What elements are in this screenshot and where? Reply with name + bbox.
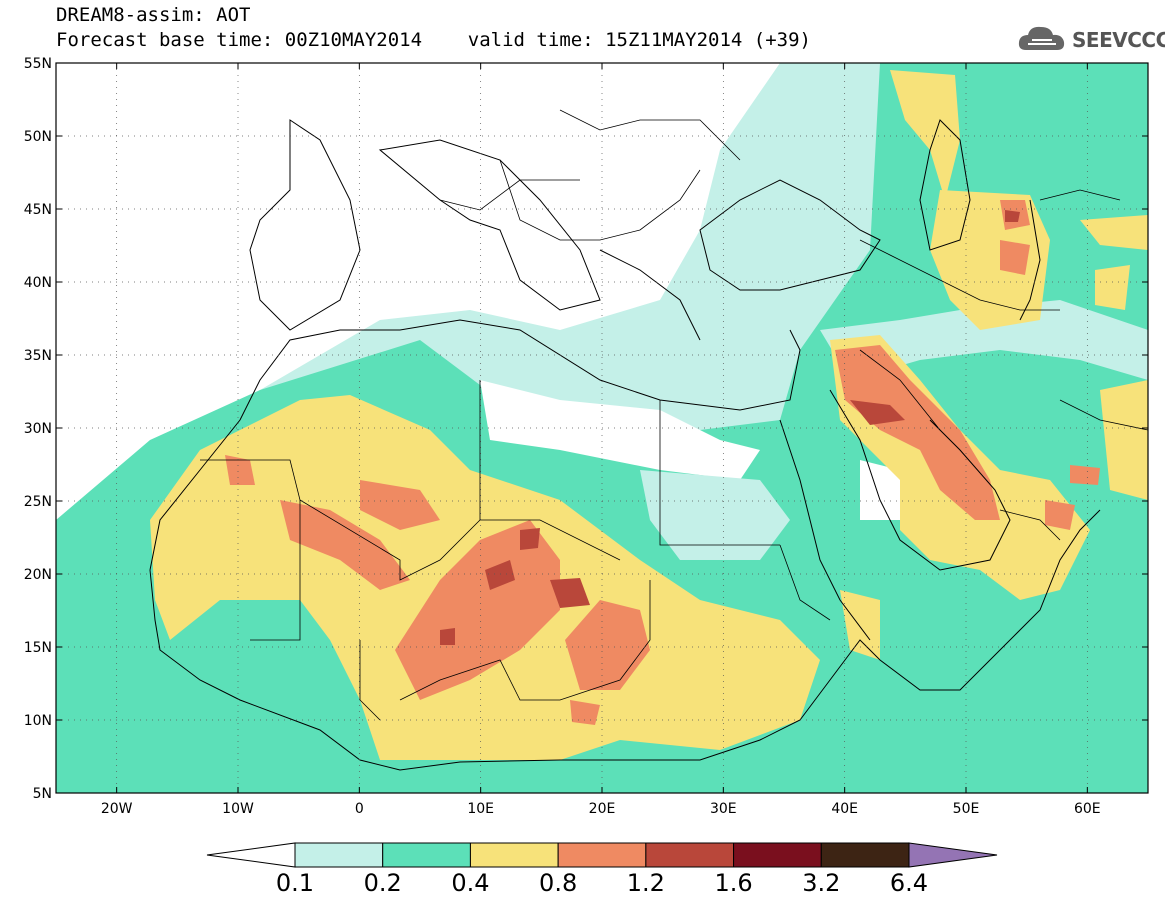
- lat-tick-label: 30N: [24, 421, 52, 437]
- colorbar-label: 6.4: [890, 869, 928, 897]
- colorbar: 0.1 0.2 0.4 0.8 1.2 1.6 3.2 6.4: [206, 842, 998, 897]
- aot-level-0.8: [395, 520, 560, 700]
- cloud-icon: [1018, 26, 1065, 50]
- lon-tick-label: 0: [355, 801, 364, 817]
- lon-tick-label: 10W: [222, 801, 254, 817]
- colorbar-label: 0.2: [364, 869, 402, 897]
- lat-tick-label: 5N: [33, 786, 52, 802]
- colorbar-over-arrow: [908, 842, 998, 868]
- colorbar-segment: [645, 842, 735, 868]
- lon-tick-label: 50E: [953, 801, 980, 817]
- lat-tick-label: 15N: [24, 640, 52, 656]
- lon-tick-label: 60E: [1074, 801, 1101, 817]
- colorbar-label: 1.6: [714, 869, 752, 897]
- lon-tick-label: 20W: [101, 801, 133, 817]
- colorbar-under-arrow: [206, 842, 296, 868]
- lon-tick-label: 20E: [589, 801, 616, 817]
- lon-tick-label: 40E: [831, 801, 858, 817]
- lat-tick-label: 35N: [24, 348, 52, 364]
- colorbar-segment: [820, 842, 910, 868]
- map-title: DREAM8-assim: AOT: [56, 4, 251, 26]
- colorbar-segment: [557, 842, 647, 868]
- seevccc-logo: SEEVCCC: [1016, 22, 1165, 58]
- lat-tick-label: 50N: [24, 129, 52, 145]
- lat-tick-label: 40N: [24, 275, 52, 291]
- colorbar-label: 0.8: [539, 869, 577, 897]
- lat-tick-label: 20N: [24, 567, 52, 583]
- axis-ticks: 55N 50N 45N 40N 35N 30N 25N 20N 15N 10N 5N 20W 10W 0 1…: [24, 56, 1148, 817]
- colorbar-label: 0.4: [451, 869, 489, 897]
- lat-tick-label: 25N: [24, 494, 52, 510]
- lat-tick-label: 55N: [24, 56, 52, 72]
- lon-tick-label: 10E: [467, 801, 494, 817]
- colorbar-label: 1.2: [627, 869, 665, 897]
- logo-text: SEEVCCC: [1072, 28, 1165, 52]
- colorbar-label: 0.1: [276, 869, 314, 897]
- country-borders: [200, 109, 1148, 721]
- colorbar-segment: [382, 842, 471, 868]
- gridlines: [56, 63, 1148, 793]
- aot-level-1.2: [485, 560, 515, 590]
- lon-tick-label: 30E: [710, 801, 737, 817]
- lat-tick-label: 10N: [24, 713, 52, 729]
- coastlines: [149, 119, 1101, 771]
- colorbar-segment: [294, 842, 384, 868]
- lat-tick-label: 45N: [24, 202, 52, 218]
- colorbar-label: 3.2: [802, 869, 840, 897]
- colorbar-segment: [469, 842, 559, 868]
- colorbar-segment: [733, 842, 822, 868]
- forecast-time-line: Forecast base time: 00Z10MAY2014 valid t…: [56, 29, 811, 51]
